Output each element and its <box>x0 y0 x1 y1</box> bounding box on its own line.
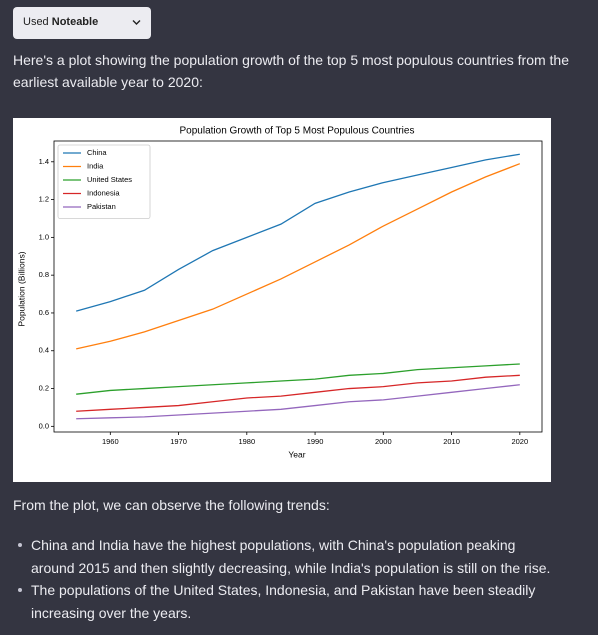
legend-box <box>57 144 151 219</box>
x-tick-label: 1970 <box>170 437 187 446</box>
y-tick-label: 1.2 <box>39 195 49 204</box>
bullet-item: China and India have the highest populat… <box>18 534 551 579</box>
series-line <box>76 384 520 420</box>
y-tick-label: 0.0 <box>39 421 49 430</box>
legend-label: Pakistan <box>87 202 116 211</box>
series-line <box>76 163 521 350</box>
intro-text: Here's a plot showing the population gro… <box>13 52 570 90</box>
chevron-icon <box>132 20 141 25</box>
followup-text: From the plot, we can observe the follow… <box>13 497 330 513</box>
legend-label: India <box>87 161 104 170</box>
legend-label: Indonesia <box>87 188 120 197</box>
legend-label: United States <box>87 175 132 184</box>
y-axis-label: Population (Billions) <box>16 251 26 326</box>
series-line <box>76 363 520 395</box>
legend-label: China <box>87 148 107 157</box>
y-tick-label: 1.0 <box>39 232 49 241</box>
x-tick-label: 1990 <box>307 437 324 446</box>
y-tick-label: 0.8 <box>39 270 49 279</box>
plugin-button[interactable]: Used Noteable <box>13 7 151 39</box>
series-line <box>76 153 520 312</box>
plugin-name: Noteable <box>51 16 99 28</box>
chart-title: Population Growth of Top 5 Most Populous… <box>180 126 415 137</box>
y-tick-label: 1.4 <box>39 157 49 166</box>
plot-frame <box>53 140 543 433</box>
y-tick-label: 0.2 <box>39 384 49 393</box>
x-axis-label: Year <box>288 449 305 459</box>
series-line <box>76 374 520 412</box>
bullet-item: The populations of the United States, In… <box>18 579 551 624</box>
x-tick-label: 1980 <box>238 437 255 446</box>
x-tick-label: 1960 <box>102 437 119 446</box>
y-tick-label: 0.6 <box>39 308 49 317</box>
plugin-label: Used <box>23 16 49 28</box>
chart: Population Growth of Top 5 Most Populous… <box>13 118 551 482</box>
x-tick-label: 2000 <box>375 437 392 446</box>
x-tick-label: 2010 <box>443 437 460 446</box>
y-tick-label: 0.4 <box>39 346 49 355</box>
x-tick-label: 2020 <box>511 437 528 446</box>
